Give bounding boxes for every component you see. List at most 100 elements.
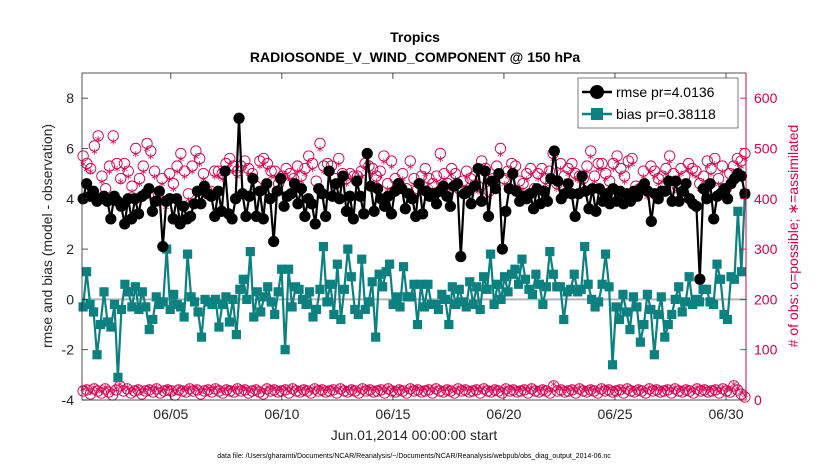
obs-point: * bbox=[95, 135, 102, 150]
obs-point: * bbox=[561, 386, 568, 401]
y-tick-label: 0 bbox=[66, 291, 74, 307]
bias-point bbox=[600, 249, 611, 259]
bias-point bbox=[336, 314, 346, 325]
rmse-point bbox=[704, 178, 716, 190]
obs-point bbox=[265, 165, 277, 177]
bias-point bbox=[371, 332, 381, 342]
obs-point bbox=[665, 387, 678, 399]
obs-point: * bbox=[231, 386, 238, 401]
obs-point: * bbox=[521, 384, 528, 399]
obs-point bbox=[121, 383, 133, 395]
bias-point bbox=[364, 297, 374, 307]
obs-point bbox=[731, 384, 744, 396]
obs-point: * bbox=[125, 173, 132, 188]
obs-point: * bbox=[738, 388, 745, 403]
obs-point bbox=[147, 386, 159, 398]
obs-point: * bbox=[212, 383, 219, 398]
bias-point bbox=[350, 304, 360, 315]
x-tick-label: 06/25 bbox=[597, 406, 632, 422]
bias-point bbox=[311, 304, 322, 315]
rmse-point bbox=[690, 200, 702, 212]
obs-point: * bbox=[444, 384, 451, 399]
obs-point: * bbox=[584, 386, 591, 401]
obs-point: * bbox=[459, 385, 466, 400]
obs-point: * bbox=[110, 137, 117, 152]
obs-point bbox=[186, 160, 198, 172]
bias-point bbox=[357, 254, 367, 264]
bias-point bbox=[238, 274, 248, 284]
data-file-note: data file: /Users/gharamti/Documents/NCA… bbox=[217, 453, 611, 460]
obs-point: * bbox=[315, 385, 322, 400]
bias-point bbox=[736, 267, 747, 277]
obs-point: * bbox=[595, 387, 602, 402]
rmse-point bbox=[264, 193, 276, 205]
bias-point bbox=[151, 292, 161, 302]
rmse-point bbox=[493, 168, 505, 180]
bias-point bbox=[102, 317, 113, 327]
bias-point bbox=[587, 294, 597, 304]
bias-point bbox=[503, 287, 513, 297]
obs-point bbox=[190, 145, 202, 157]
bias-point bbox=[576, 284, 586, 294]
obs-point bbox=[626, 152, 638, 165]
obs-point: * bbox=[91, 383, 98, 398]
rmse-point bbox=[361, 147, 373, 160]
bias-point bbox=[559, 314, 569, 325]
obs-point: * bbox=[477, 387, 484, 402]
obs-point bbox=[306, 157, 319, 170]
bias-point bbox=[510, 264, 520, 274]
bias-point bbox=[475, 304, 485, 315]
obs-point: * bbox=[359, 383, 366, 398]
obs-point bbox=[333, 152, 345, 165]
bias-point bbox=[712, 259, 722, 269]
obs-point: * bbox=[690, 387, 697, 402]
bias-point bbox=[722, 314, 733, 325]
obs-point: * bbox=[587, 384, 594, 399]
rmse-point bbox=[240, 210, 252, 222]
obs-point: * bbox=[139, 388, 146, 403]
obs-point bbox=[448, 387, 461, 399]
bias-point bbox=[479, 272, 489, 282]
bias-point bbox=[137, 287, 147, 297]
obs-point: * bbox=[473, 384, 480, 399]
obs-point: * bbox=[106, 386, 113, 401]
bias-point bbox=[506, 269, 517, 279]
obs-point: * bbox=[216, 385, 223, 400]
obs-point: * bbox=[525, 387, 532, 402]
rmse-point bbox=[552, 175, 564, 187]
obs-point: * bbox=[363, 385, 370, 400]
obs-point: * bbox=[719, 168, 726, 183]
rmse-point bbox=[340, 205, 353, 217]
legend-bias-marker bbox=[591, 108, 603, 120]
obs-point bbox=[400, 387, 413, 399]
rmse-point bbox=[673, 195, 685, 207]
obs-point: * bbox=[481, 383, 488, 398]
y-tick-label: -4 bbox=[62, 392, 75, 408]
obs-point: * bbox=[196, 160, 203, 175]
y-tick-label: 6 bbox=[66, 140, 74, 156]
obs-point: * bbox=[462, 384, 469, 399]
obs-point: * bbox=[267, 385, 274, 400]
rmse-point bbox=[721, 193, 734, 205]
obs-point bbox=[518, 384, 530, 396]
bias-point bbox=[245, 246, 255, 257]
rmse-point bbox=[254, 185, 266, 197]
bias-point bbox=[193, 307, 203, 317]
obs-point: * bbox=[495, 385, 502, 400]
bias-point bbox=[308, 312, 318, 322]
bias-point bbox=[217, 299, 228, 310]
obs-point bbox=[126, 180, 138, 192]
obs-point bbox=[110, 384, 122, 396]
obs-point: * bbox=[337, 383, 344, 398]
obs-point: * bbox=[411, 385, 418, 400]
obs-point: * bbox=[675, 385, 682, 400]
obs-point bbox=[713, 387, 725, 399]
rmse-point bbox=[247, 173, 259, 185]
obs-point: * bbox=[142, 385, 149, 400]
bias-point bbox=[628, 292, 639, 302]
obs-point bbox=[709, 152, 721, 165]
obs-point: * bbox=[271, 384, 278, 399]
bias-point bbox=[527, 289, 538, 299]
rmse-point bbox=[150, 195, 162, 207]
rmse-point bbox=[309, 218, 321, 230]
